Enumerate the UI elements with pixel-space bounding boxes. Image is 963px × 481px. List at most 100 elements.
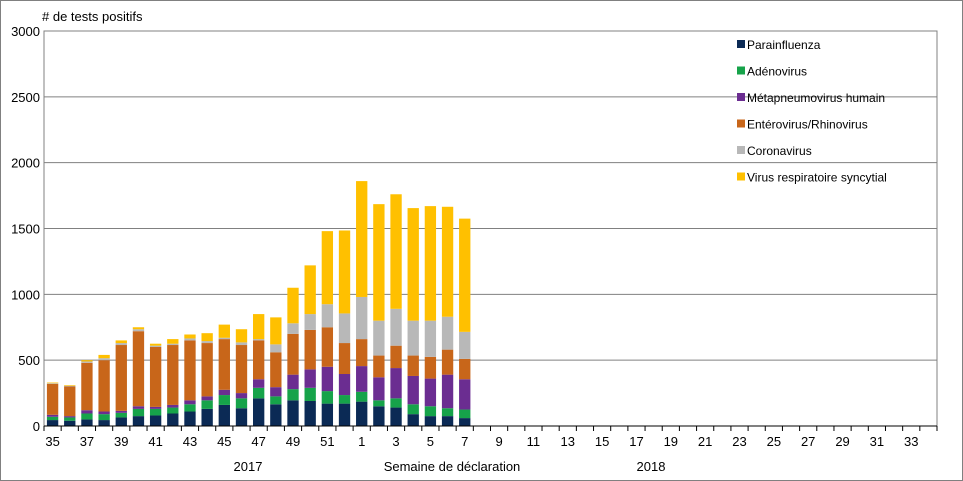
bar-segment-5-week-7 — [459, 218, 471, 332]
bar-segment-1-week-37 — [81, 413, 93, 420]
bar-segment-1-week-38 — [98, 414, 110, 421]
x-tick-label: 11 — [527, 434, 541, 449]
bar-segment-0-week-42 — [167, 413, 179, 426]
x-tick-label: 7 — [461, 434, 468, 449]
bar-segment-3-week-48 — [270, 352, 282, 388]
bar-segment-0-week-49 — [287, 400, 299, 426]
bar-segment-3-week-36 — [64, 386, 76, 417]
bar-segment-0-week-5 — [424, 416, 437, 426]
bar-segment-0-week-44 — [201, 408, 213, 426]
bar-segment-0-week-47 — [252, 398, 265, 426]
bar-segment-4-week-40 — [132, 329, 145, 332]
x-tick-label: 27 — [801, 434, 815, 449]
bar-segment-5-week-4 — [407, 208, 419, 321]
bar-segment-2-week-3 — [390, 368, 402, 399]
bar-segment-5-week-40 — [132, 327, 145, 330]
bar-segment-5-week-35 — [46, 382, 59, 384]
bar-segment-1-week-46 — [235, 398, 248, 409]
bar-segment-2-week-49 — [287, 374, 299, 390]
legend-swatch — [737, 172, 745, 181]
bar-segment-4-week-48 — [270, 344, 282, 353]
bar-segment-5-week-51 — [321, 231, 334, 305]
bar-segment-0-week-37 — [81, 419, 93, 426]
bar-segment-2-week-5 — [424, 378, 437, 407]
bar-segment-3-week-7 — [459, 358, 471, 380]
x-tick-label: 29 — [835, 434, 849, 449]
bar-segment-5-week-41 — [149, 343, 162, 346]
x-tick-label: 37 — [80, 434, 94, 449]
bar-segment-5-week-45 — [218, 324, 230, 338]
bar-segment-3-week-2 — [373, 355, 385, 378]
bar-segment-3-week-46 — [235, 345, 248, 394]
bar-segment-2-week-42 — [167, 404, 179, 408]
bar-segment-4-week-38 — [98, 358, 110, 361]
bar-segment-4-week-39 — [115, 343, 127, 346]
bar-segment-3-week-51 — [321, 327, 334, 367]
x-tick-label: 15 — [595, 434, 609, 449]
bar-segment-0-week-1 — [356, 401, 368, 426]
bar-segment-5-week-39 — [115, 340, 127, 344]
bar-segment-4-week-51 — [321, 304, 334, 328]
bar-segment-1-week-35 — [46, 416, 59, 421]
bar-segment-0-week-50 — [304, 400, 316, 426]
bar-segment-2-week-4 — [407, 375, 419, 405]
x-tick-label: 33 — [904, 434, 918, 449]
bar-segment-4-week-49 — [287, 323, 299, 334]
bar-segment-5-week-44 — [201, 333, 213, 342]
bar-segment-3-week-38 — [98, 360, 110, 412]
bar-segment-0-week-35 — [46, 420, 59, 426]
y-tick-label: 1000 — [11, 287, 40, 302]
bar-segment-1-week-40 — [132, 408, 145, 417]
bar-segment-2-week-50 — [304, 369, 316, 388]
bar-segment-0-week-41 — [149, 415, 162, 426]
year-label-2017: 2017 — [234, 459, 263, 474]
x-tick-label: 51 — [320, 434, 334, 449]
bar-segment-2-week-2 — [373, 377, 385, 401]
bar-segment-0-week-52 — [338, 403, 351, 426]
bar-segment-4-week-37 — [81, 361, 93, 363]
bar-segment-2-week-48 — [270, 387, 282, 397]
x-tick-label: 17 — [629, 434, 643, 449]
bar-segment-1-week-3 — [390, 398, 402, 408]
x-tick-label: 35 — [45, 434, 59, 449]
bar-segment-4-week-50 — [304, 314, 316, 330]
bar-segment-2-week-39 — [115, 410, 127, 413]
x-tick-label: 41 — [148, 434, 162, 449]
bar-segment-1-week-52 — [338, 395, 351, 404]
bar-segment-3-week-49 — [287, 333, 299, 375]
bar-segment-3-week-37 — [81, 362, 93, 411]
bar-segment-4-week-2 — [373, 320, 385, 356]
bar-segment-1-week-48 — [270, 396, 282, 405]
y-tick-label: 2500 — [11, 90, 40, 105]
bar-segment-5-week-37 — [81, 360, 93, 362]
bar-segment-0-week-45 — [218, 404, 230, 426]
legend-layer: Parainfluenza Adénovirus Métapneumovirus h… — [737, 38, 887, 185]
bar-segment-1-week-41 — [149, 408, 162, 416]
bar-segment-3-week-39 — [115, 345, 127, 411]
bar-segment-2-week-47 — [252, 379, 265, 388]
legend-swatch — [737, 93, 745, 101]
bar-segment-0-week-38 — [98, 420, 110, 426]
bar-segment-2-week-6 — [441, 374, 454, 409]
bar-segment-0-week-3 — [390, 407, 402, 426]
bar-segment-5-week-38 — [98, 354, 110, 359]
bar-segment-0-week-7 — [459, 418, 471, 426]
y-tick-label: 500 — [18, 353, 40, 368]
bar-segment-4-week-35 — [46, 383, 59, 384]
bar-segment-0-week-36 — [64, 420, 76, 426]
bar-segment-1-week-44 — [201, 400, 213, 409]
bar-segment-3-week-3 — [390, 345, 402, 369]
x-tick-label: 1 — [358, 434, 365, 449]
legend-swatch — [737, 146, 745, 154]
bar-segment-2-week-51 — [321, 366, 334, 392]
bar-segment-2-week-7 — [459, 379, 471, 410]
x-tick-label: 31 — [870, 434, 884, 449]
bar-segment-3-week-50 — [304, 329, 316, 370]
bar-segment-3-week-35 — [46, 383, 59, 415]
x-tick-label: 21 — [698, 434, 712, 449]
legend-label: Parainfluenza — [747, 38, 821, 52]
bar-segment-4-week-45 — [218, 337, 230, 340]
bar-segment-1-week-36 — [64, 417, 76, 421]
bar-segment-2-week-43 — [184, 400, 196, 405]
